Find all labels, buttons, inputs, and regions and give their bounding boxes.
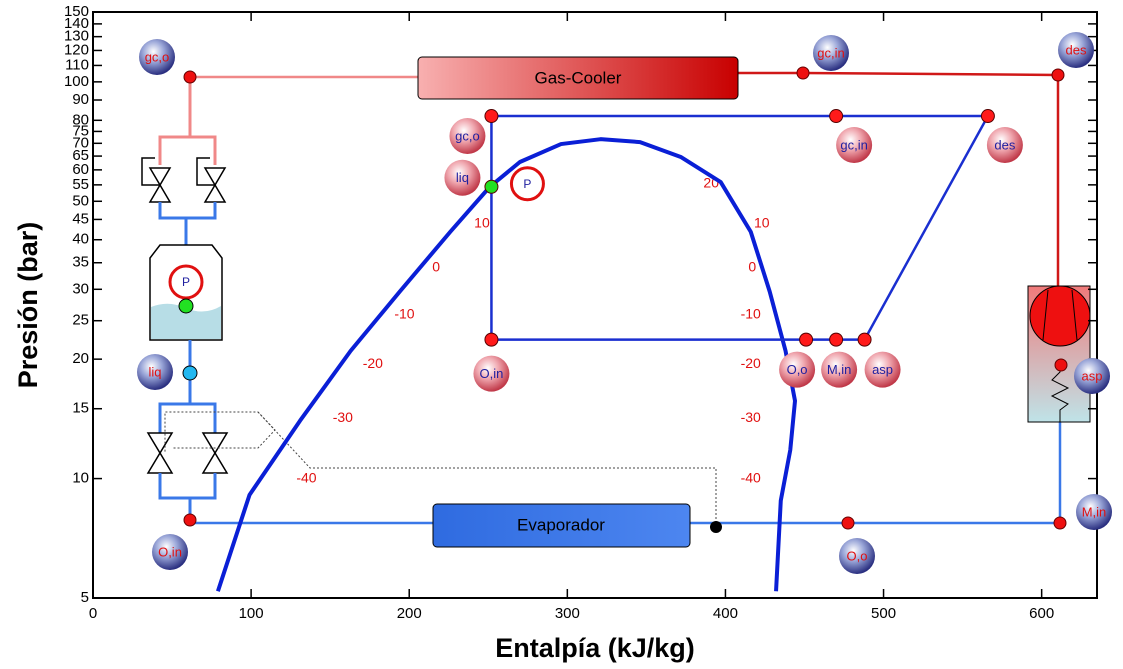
- state-label: gc,o: [145, 49, 170, 64]
- isotherm-label: -30: [333, 409, 353, 425]
- state-label: M,in: [1082, 504, 1107, 519]
- x-tick-label: 300: [555, 605, 580, 622]
- y-tick-label: 45: [72, 210, 89, 227]
- y-tick-label: 55: [72, 176, 89, 193]
- evaporator-label: Evaporador: [517, 515, 605, 534]
- state-label: des: [994, 137, 1015, 152]
- state-label: O,in: [158, 544, 182, 559]
- x-tick-label: 100: [239, 605, 264, 622]
- chart: P Gas-Cooler Evaporador: [0, 0, 1123, 669]
- liquid-line-point: [183, 366, 197, 380]
- isotherm-label: 10: [754, 214, 770, 230]
- schematic: P Gas-Cooler Evaporador: [142, 57, 1090, 547]
- state-dot: [184, 67, 1067, 529]
- y-tick-label: 50: [72, 192, 89, 209]
- isotherm-label: -20: [363, 355, 383, 371]
- state-label: O,o: [787, 362, 808, 377]
- y-tick-label: 150: [64, 3, 89, 20]
- state-point: [830, 333, 843, 346]
- state-label: gc,in: [840, 137, 867, 152]
- state-label: asp: [872, 362, 893, 377]
- pressure-symbol: P: [182, 275, 190, 289]
- state-label: gc,o: [455, 128, 480, 143]
- x-tick-label: 500: [871, 605, 896, 622]
- state-point: [485, 333, 498, 346]
- y-tick-label: 80: [72, 111, 89, 128]
- pipe: [160, 77, 190, 165]
- y-tick-label: 40: [72, 231, 89, 248]
- state-label: gc,in: [817, 45, 844, 60]
- state-point: [800, 333, 813, 346]
- y-tick-label: 90: [72, 91, 89, 108]
- y-tick-label: 15: [72, 400, 89, 417]
- isotherm-label: -10: [741, 305, 761, 321]
- valve: [142, 158, 225, 202]
- state-label: asp: [1082, 368, 1103, 383]
- y-tick-label: 25: [72, 312, 89, 329]
- isotherm-label: -40: [741, 469, 761, 485]
- y-tick-label: 30: [72, 280, 89, 297]
- state-point: [830, 110, 843, 123]
- state-point: [981, 110, 994, 123]
- isotherm-label: -30: [741, 409, 761, 425]
- liquid-point: [179, 299, 193, 313]
- isotherm-label: -40: [296, 469, 316, 485]
- y-tick-label: 110: [65, 56, 89, 73]
- state-label: O,in: [480, 366, 504, 381]
- y-tick-label: 5: [81, 589, 89, 606]
- sensor-point: [710, 521, 722, 533]
- isotherm-label: 10: [474, 214, 490, 230]
- pipe: [738, 73, 1058, 288]
- y-tick-label: 10: [72, 470, 89, 487]
- state-label: liq: [456, 170, 469, 185]
- y-tick-label: 20: [72, 350, 89, 367]
- x-tick-label: 200: [397, 605, 422, 622]
- valve: [148, 433, 227, 473]
- y-tick-label: 35: [72, 254, 89, 271]
- state-label: liq: [148, 364, 161, 379]
- state-label: O,o: [847, 548, 868, 563]
- pipe: [160, 473, 215, 498]
- x-tick-label: 400: [713, 605, 738, 622]
- state-label: M,in: [827, 362, 852, 377]
- state-point: [485, 180, 498, 193]
- gas-cooler-label: Gas-Cooler: [535, 68, 622, 87]
- y-axis-title: Presión (bar): [13, 222, 43, 389]
- compressor: [1030, 286, 1090, 346]
- pipe: [160, 202, 215, 218]
- pressure-symbol: P: [523, 177, 531, 191]
- state-point: [858, 333, 871, 346]
- isotherm-label: 0: [432, 258, 440, 274]
- pipe: [160, 137, 215, 165]
- x-axis-title: Entalpía (kJ/kg): [495, 633, 695, 663]
- state-point: [485, 110, 498, 123]
- isotherm-label: 0: [748, 258, 756, 274]
- x-tick-label: 0: [89, 605, 97, 622]
- control-line: [172, 412, 275, 448]
- y-tick-label: 100: [64, 73, 89, 90]
- isotherm-label: -20: [741, 355, 761, 371]
- x-tick-label: 600: [1029, 605, 1054, 622]
- isotherm-label: -10: [394, 305, 414, 321]
- state-label: des: [1066, 42, 1087, 57]
